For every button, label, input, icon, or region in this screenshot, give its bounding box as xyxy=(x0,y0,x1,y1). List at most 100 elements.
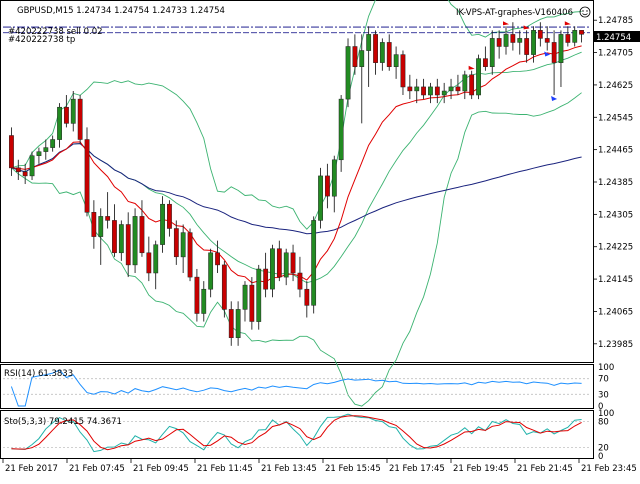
bull-candle[interactable] xyxy=(132,216,138,266)
bull-candle[interactable] xyxy=(428,86,433,96)
bear-candle[interactable] xyxy=(77,98,83,140)
bear-candle[interactable] xyxy=(400,54,406,88)
candlesticks[interactable] xyxy=(9,22,584,346)
bear-candle[interactable] xyxy=(537,30,543,39)
bear-candle[interactable] xyxy=(228,309,234,338)
bear-candle[interactable] xyxy=(386,42,392,67)
current-price-tag: 1.24754 xyxy=(594,31,640,43)
bear-candle[interactable] xyxy=(565,34,571,43)
bull-candle[interactable] xyxy=(36,151,42,156)
bear-candle[interactable] xyxy=(215,252,220,266)
bull-candle[interactable] xyxy=(270,248,275,290)
bull-candle[interactable] xyxy=(558,34,564,63)
bull-candle[interactable] xyxy=(98,216,104,237)
time-label: 21 Feb 19:45 xyxy=(453,464,509,474)
bear-candle[interactable] xyxy=(173,228,179,258)
bear-candle[interactable] xyxy=(407,86,413,92)
bull-candle[interactable] xyxy=(153,244,159,274)
bollinger-middle-line xyxy=(11,51,582,284)
bull-candle[interactable] xyxy=(283,252,289,278)
bear-candle[interactable] xyxy=(496,38,502,47)
bull-candle[interactable] xyxy=(393,54,399,67)
bear-candle[interactable] xyxy=(64,106,69,124)
bull-candle[interactable] xyxy=(311,220,317,306)
bear-candle[interactable] xyxy=(524,38,530,55)
bull-candle[interactable] xyxy=(235,309,241,338)
bull-candle[interactable] xyxy=(242,284,248,310)
bear-candle[interactable] xyxy=(352,46,358,67)
bull-candle[interactable] xyxy=(338,98,344,161)
bear-candle[interactable] xyxy=(579,30,584,35)
bull-candle[interactable] xyxy=(379,42,385,63)
bull-candle[interactable] xyxy=(441,90,447,96)
price-label: 1.24305 xyxy=(598,210,633,220)
bear-candle[interactable] xyxy=(290,252,296,274)
rsi-line xyxy=(10,369,582,407)
bull-candle[interactable] xyxy=(201,288,207,314)
bear-candle[interactable] xyxy=(125,224,131,266)
sell-marker-icon xyxy=(468,65,475,70)
bear-candle[interactable] xyxy=(373,34,378,63)
bull-candle[interactable] xyxy=(29,155,35,177)
bull-candle[interactable] xyxy=(462,74,468,92)
bear-candle[interactable] xyxy=(139,216,145,254)
bear-candle[interactable] xyxy=(544,38,550,43)
bear-candle[interactable] xyxy=(469,74,475,96)
bull-candle[interactable] xyxy=(517,38,523,43)
bull-candle[interactable] xyxy=(489,38,495,67)
bear-candle[interactable] xyxy=(15,167,21,173)
rsi-axis: 100 70 30 0 xyxy=(598,363,614,412)
time-axis: 21 Feb 2017 21 Feb 07:45 21 Feb 09:45 21 Fe… xyxy=(2,459,637,474)
smiley-face-icon[interactable] xyxy=(579,6,591,18)
bull-candle[interactable] xyxy=(531,30,536,55)
bull-candle[interactable] xyxy=(448,86,454,92)
bull-candle[interactable] xyxy=(256,268,262,322)
bear-candle[interactable] xyxy=(510,34,516,43)
bull-candle[interactable] xyxy=(118,224,124,254)
bear-candle[interactable] xyxy=(304,288,310,306)
bear-candle[interactable] xyxy=(249,284,255,322)
bear-candle[interactable] xyxy=(112,220,117,254)
bull-candle[interactable] xyxy=(318,175,323,221)
bear-candle[interactable] xyxy=(263,268,269,290)
bull-candle[interactable] xyxy=(366,34,372,51)
stoch-axis-label: 100 xyxy=(598,409,614,419)
bull-candle[interactable] xyxy=(572,30,578,43)
bull-candle[interactable] xyxy=(43,147,49,152)
bear-candle[interactable] xyxy=(325,175,330,197)
bear-candle[interactable] xyxy=(146,252,152,274)
bull-candle[interactable] xyxy=(208,252,214,290)
bear-candle[interactable] xyxy=(276,248,282,278)
bull-candle[interactable] xyxy=(359,50,365,67)
bear-candle[interactable] xyxy=(434,86,440,96)
price-axis: 1.24785 1.24705 1.24625 1.24545 1.24465 1.243… xyxy=(593,16,633,350)
bull-candle[interactable] xyxy=(503,34,509,47)
bull-candle[interactable] xyxy=(476,58,481,96)
bear-candle[interactable] xyxy=(91,212,97,237)
bull-candle[interactable] xyxy=(331,159,337,197)
bull-candle[interactable] xyxy=(70,98,76,124)
bear-candle[interactable] xyxy=(483,58,488,67)
bull-candle[interactable] xyxy=(50,139,56,148)
bear-candle[interactable] xyxy=(187,232,193,278)
bear-candle[interactable] xyxy=(297,272,303,290)
bull-candle[interactable] xyxy=(180,232,186,258)
bull-candle[interactable] xyxy=(160,203,165,245)
bear-candle[interactable] xyxy=(455,86,461,92)
bear-candle[interactable] xyxy=(167,203,172,229)
bull-candle[interactable] xyxy=(345,46,351,100)
bear-candle[interactable] xyxy=(22,171,28,177)
bear-candle[interactable] xyxy=(9,135,14,169)
bull-candle[interactable] xyxy=(414,86,420,92)
bollinger-upper-line xyxy=(11,0,582,230)
rsi-axis-label: 100 xyxy=(598,363,614,373)
time-label: 21 Feb 17:45 xyxy=(389,464,445,474)
bear-candle[interactable] xyxy=(105,216,111,221)
bear-candle[interactable] xyxy=(221,264,227,310)
bear-candle[interactable] xyxy=(551,42,557,63)
bear-candle[interactable] xyxy=(84,139,90,213)
bear-candle[interactable] xyxy=(194,276,200,314)
bull-candle[interactable] xyxy=(57,106,62,140)
bear-candle[interactable] xyxy=(421,86,426,96)
